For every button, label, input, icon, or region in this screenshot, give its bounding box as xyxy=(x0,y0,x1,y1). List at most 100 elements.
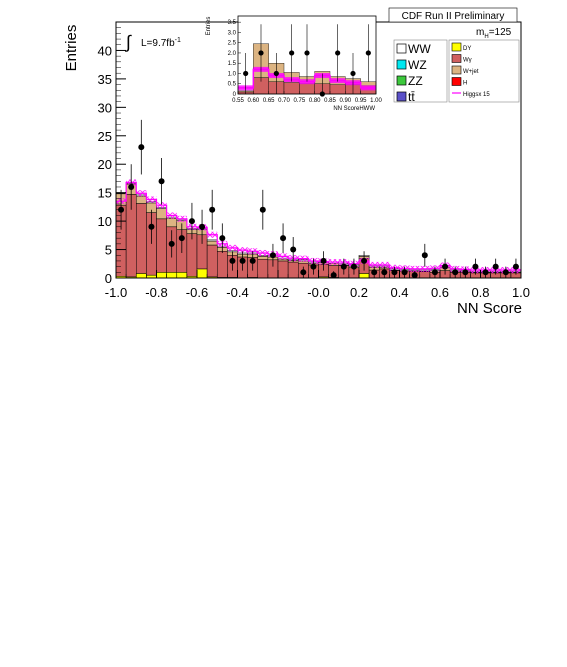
legend-swatch-right-2 xyxy=(451,65,462,75)
bar-DY-4 xyxy=(156,272,167,279)
bar-W+jet-2 xyxy=(136,195,147,204)
inset-y-tick-label-1: 0.5 xyxy=(228,82,237,88)
bar-W+jet-5 xyxy=(166,218,177,228)
data-point-2 xyxy=(138,144,145,151)
legend-right: DY Wγ W+jet H Higgsx 15 xyxy=(451,42,490,98)
data-point-7 xyxy=(188,218,195,225)
bar-DY-6 xyxy=(176,272,188,279)
inset-y-ticks: 0 0.5 1.0 1.5 2.0 2.5 3.0 3.5 xyxy=(228,20,241,98)
data-point-19 xyxy=(310,263,317,270)
data-point-37 xyxy=(492,263,499,270)
inset-x-ticks: 0.55 0.60 0.65 0.70 0.75 0.80 0.85 0.90 0.95 1.00 xyxy=(232,91,382,104)
data-point-3 xyxy=(148,223,155,230)
higgs-x15-line xyxy=(116,181,521,271)
inset-bar-Wγ-6 xyxy=(329,84,346,95)
inset-y-tick-label-3: 1.5 xyxy=(228,61,237,67)
data-point-8 xyxy=(199,223,206,230)
inset-plot: 0.55 0.60 0.65 0.70 0.75 0.80 0.85 0.90 0.95 1.00… xyxy=(206,15,382,112)
data-point-39 xyxy=(512,263,519,270)
data-point-36 xyxy=(482,269,489,276)
x-tick-label-4: -0.2 xyxy=(267,285,289,300)
legend-label-2: ZZ xyxy=(408,74,423,88)
inset-y-tick-label-2: 1.0 xyxy=(228,71,237,77)
bar-DY-5 xyxy=(166,272,177,279)
legend-swatch-WZ xyxy=(396,59,407,70)
data-point-6 xyxy=(178,235,185,242)
inset-y-tick-label-6: 3.0 xyxy=(228,30,237,36)
data-point-5 xyxy=(168,240,175,247)
legend-swatch-right-0 xyxy=(451,42,462,52)
data-point-25 xyxy=(371,269,378,276)
bar-Wγ-7 xyxy=(186,233,198,277)
inset-data-point-0 xyxy=(243,70,249,77)
y-tick-label-5: 25 xyxy=(98,129,112,144)
legend-swatch-right-3 xyxy=(451,77,462,86)
legend-swatch-ZZ xyxy=(396,75,407,86)
bar-Wγ-10 xyxy=(217,251,228,278)
legend-swatch-WW xyxy=(396,43,407,54)
data-point-15 xyxy=(269,252,276,259)
legend-label-3: tt̄ xyxy=(408,90,415,104)
data-point-17 xyxy=(290,246,297,253)
y-tick-label-4: 20 xyxy=(98,157,112,172)
data-point-4 xyxy=(158,178,165,185)
x-axis-label: NN Score xyxy=(457,300,522,317)
inset-bar-Wγ-4 xyxy=(299,83,315,95)
chart-title: CDF Run II Preliminary xyxy=(402,11,505,22)
bar-Wγ-4 xyxy=(156,218,167,273)
data-point-27 xyxy=(391,269,398,276)
bar-Wγ-17 xyxy=(287,261,299,279)
inset-y-tick-label-5: 2.5 xyxy=(228,41,237,47)
data-point-13 xyxy=(249,257,256,264)
inset-data-point-6 xyxy=(335,50,341,56)
data-point-21 xyxy=(330,272,337,279)
inset-bar-Wγ-3 xyxy=(283,82,300,95)
y-tick-label-8: 40 xyxy=(98,43,112,58)
y-tick-label-7: 35 xyxy=(98,72,112,87)
data-point-26 xyxy=(381,269,388,276)
bar-W+jet-9 xyxy=(206,240,218,246)
integral-symbol: ∫ xyxy=(124,32,132,52)
data-point-14 xyxy=(259,206,266,213)
y-tick-label-0: 0 xyxy=(105,271,112,286)
inset-x-tick-label-0: 0.55 xyxy=(232,98,244,104)
legend-swatch-right-1 xyxy=(451,54,462,63)
x-tick-label-7: 0.4 xyxy=(390,285,408,300)
inset-data-point-7 xyxy=(350,70,356,77)
lumi-label: L=9.7fb-1 xyxy=(141,37,181,49)
bar-Wγ-16 xyxy=(277,260,289,279)
data-point-33 xyxy=(452,269,459,276)
inset-frame xyxy=(237,15,377,95)
x-tick-label-8: 0.6 xyxy=(431,285,449,300)
x-tick-label-0: -1.0 xyxy=(105,285,127,300)
inset-y-tick-label-4: 2.0 xyxy=(228,51,237,57)
inset-x-tick-label-8: 0.95 xyxy=(355,98,367,104)
inset-data-point-1 xyxy=(258,50,264,56)
data-point-18 xyxy=(300,269,307,276)
legend-left: WW WZ ZZ tt̄ xyxy=(396,42,431,104)
mass-label: mH=125 xyxy=(476,27,512,40)
title-box xyxy=(388,7,518,23)
inset-x-tick-label-1: 0.60 xyxy=(247,98,259,104)
data-point-0 xyxy=(118,206,125,213)
data-point-34 xyxy=(462,269,469,276)
bar-Wγ-14 xyxy=(257,258,269,279)
bar-WW-9 xyxy=(206,239,218,242)
data-point-38 xyxy=(502,269,509,276)
data-point-31 xyxy=(431,269,438,276)
higgs-x15-curve xyxy=(116,181,521,271)
inset-data-point-8 xyxy=(365,50,371,56)
data-points xyxy=(118,119,519,279)
data-point-22 xyxy=(340,263,347,270)
data-point-16 xyxy=(280,235,287,242)
legend-right-label-0: DY xyxy=(463,46,471,52)
data-point-35 xyxy=(472,263,479,270)
inset-data-point-3 xyxy=(289,50,295,56)
data-point-30 xyxy=(421,252,428,259)
data-point-32 xyxy=(442,263,449,270)
data-point-1 xyxy=(128,183,135,190)
inset-x-tick-label-5: 0.80 xyxy=(309,98,321,104)
inset-data-points xyxy=(243,24,371,97)
y-tick-label-3: 15 xyxy=(98,186,112,201)
